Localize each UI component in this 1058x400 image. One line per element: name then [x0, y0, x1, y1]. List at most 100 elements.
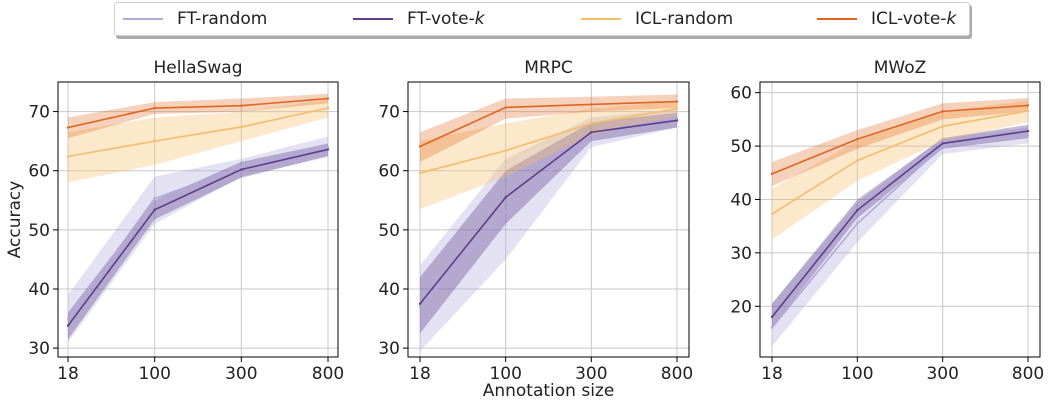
y-tick-label: 70 [28, 103, 50, 123]
band-icl-random [68, 99, 328, 183]
data-point-icl-vote-k [66, 126, 70, 129]
series-line-icl-vote-k [419, 100, 678, 148]
panel-mrpc: 18 100 300 800 30 40 50 60 70 MRPC Annotation size [378, 58, 693, 400]
data-point-ft-vote-k [326, 148, 330, 151]
series-line-ft-random [771, 134, 1029, 329]
series-line-icl-vote-k [771, 104, 1029, 175]
data-point-ft-random [418, 305, 422, 308]
data-point-ft-vote-k [675, 119, 679, 122]
legend-label: FT-vote-k [407, 9, 485, 29]
legend-swatch [581, 18, 621, 20]
data-point-icl-vote-k [856, 137, 859, 141]
data-point-icl-vote-k [590, 103, 593, 106]
data-point-ft-vote-k [66, 324, 70, 327]
data-point-icl-random [675, 107, 679, 110]
data-point-ft-random [675, 117, 679, 120]
legend-label: FT-random [177, 9, 268, 29]
plot-frame [57, 81, 339, 358]
data-point-icl-random [240, 125, 243, 129]
legend-label: ICL-random [635, 9, 734, 29]
series-line-ft-vote-k [419, 119, 678, 305]
y-tick-label: 60 [378, 162, 400, 182]
data-point-icl-vote-k [153, 106, 156, 110]
x-tick-label: 300 [225, 364, 257, 384]
data-point-ft-vote-k [418, 302, 422, 305]
legend-swatch [123, 18, 163, 20]
series-line-ft-random [67, 146, 329, 320]
data-point-icl-vote-k [418, 145, 422, 148]
data-point-icl-random [326, 106, 330, 110]
data-point-icl-random [504, 149, 507, 152]
data-point-ft-vote-k [240, 168, 243, 171]
data-point-icl-random [941, 125, 944, 128]
data-point-ft-vote-k [770, 315, 774, 319]
band-icl-random [772, 100, 1028, 240]
y-tick-label: 30 [28, 339, 50, 359]
data-point-icl-random [1026, 109, 1030, 113]
panel-title: HellaSwag [153, 58, 242, 78]
band-icl-vote-k [68, 93, 328, 139]
legend-entry-icl-vote-k: ICL-vote-k [817, 3, 956, 35]
band-icl-random [420, 100, 677, 210]
data-point-icl-vote-k [770, 172, 774, 176]
x-tick-label: 18 [57, 364, 79, 384]
series-line-ft-random [419, 117, 678, 308]
data-point-ft-vote-k [590, 131, 593, 134]
data-point-icl-random [590, 122, 593, 125]
data-point-ft-vote-k [941, 142, 944, 145]
y-tick-label: 60 [730, 84, 752, 104]
y-tick-label: 20 [730, 297, 752, 317]
legend-swatch [817, 18, 857, 20]
panel-hellaswag: 18 100 300 800 30 40 50 60 70 HellaSwag Accuracy [5, 58, 344, 384]
data-point-ft-random [326, 145, 330, 149]
y-tick-label: 70 [378, 103, 400, 123]
panel-title: MWoZ [874, 58, 927, 78]
x-tick-label: 100 [841, 364, 873, 384]
legend-label: ICL-vote-k [871, 9, 957, 29]
x-tick-label: 100 [138, 364, 170, 384]
y-tick-label: 40 [378, 280, 400, 300]
y-tick-label: 50 [378, 221, 400, 241]
data-point-icl-vote-k [326, 97, 330, 100]
x-tick-label: 800 [312, 364, 344, 384]
series-line-icl-vote-k [67, 97, 329, 129]
data-point-ft-random [153, 197, 156, 200]
x-tick-label: 800 [661, 364, 693, 384]
band-ft-random [68, 136, 328, 343]
data-point-ft-random [941, 144, 944, 148]
legend: FT-random FT-vote-k ICL-random ICL-vote-k [114, 2, 970, 36]
data-point-icl-vote-k [1026, 104, 1030, 107]
data-point-ft-vote-k [504, 196, 507, 199]
data-point-icl-random [856, 159, 859, 162]
y-tick-label: 50 [28, 221, 50, 241]
panel-title: MRPC [524, 58, 573, 78]
legend-entry-ft-vote-k: FT-vote-k [353, 3, 485, 35]
data-point-ft-random [66, 317, 70, 320]
data-point-ft-vote-k [856, 208, 859, 212]
panel-mwoz: 18 100 300 800 20 30 40 50 60 MWoZ [730, 58, 1044, 384]
series-line-ft-vote-k [771, 130, 1029, 318]
data-point-icl-vote-k [504, 106, 507, 109]
data-point-icl-random [66, 155, 70, 158]
y-tick-label: 40 [28, 280, 50, 300]
data-point-ft-random [770, 326, 774, 329]
band-ft-random [420, 109, 677, 352]
y-tick-label: 30 [730, 244, 752, 264]
data-point-icl-vote-k [240, 104, 243, 107]
x-tick-label: 100 [489, 364, 521, 384]
y-tick-label: 40 [730, 190, 752, 210]
plot-frame [407, 81, 690, 358]
x-axis-label: Annotation size [483, 381, 615, 400]
series-line-ft-vote-k [67, 148, 329, 327]
data-point-icl-random [770, 212, 774, 216]
series-line-icl-random [771, 110, 1029, 215]
data-point-ft-random [240, 165, 243, 169]
x-tick-label: 18 [761, 364, 783, 384]
y-tick-label: 60 [28, 162, 50, 182]
x-tick-label: 300 [575, 364, 607, 384]
data-point-ft-random [1026, 134, 1030, 137]
data-point-icl-vote-k [675, 100, 679, 103]
legend-swatch [353, 18, 393, 20]
data-point-ft-random [504, 210, 507, 214]
